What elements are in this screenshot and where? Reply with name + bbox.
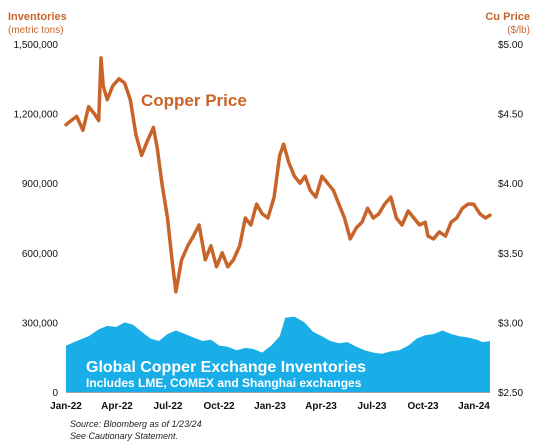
x-tick-label: Jan-24 xyxy=(458,401,490,412)
source-note: Source: Bloomberg as of 1/23/24 xyxy=(70,419,202,429)
left-tick-label: 300,000 xyxy=(22,318,59,329)
left-tick-label: 600,000 xyxy=(22,249,59,260)
inventory-subtitle-label: Includes LME, COMEX and Shanghai exchang… xyxy=(86,376,362,390)
left-axis-subtitle: (metric tons) xyxy=(8,25,64,36)
right-tick-label: $4.00 xyxy=(498,179,523,190)
x-tick-label: Jul-22 xyxy=(154,401,183,412)
left-axis-title: Inventories xyxy=(8,11,67,23)
inventory-area xyxy=(66,316,490,392)
copper-price-label: Copper Price xyxy=(141,91,247,110)
right-tick-label: $4.50 xyxy=(498,110,523,121)
right-tick-label: $2.50 xyxy=(498,388,523,399)
x-tick-label: Oct-23 xyxy=(407,401,439,412)
left-tick-label: 1,500,000 xyxy=(14,40,59,51)
disclaimer-note: See Cautionary Statement. xyxy=(70,431,179,441)
right-axis-subtitle: ($/lb) xyxy=(507,25,530,36)
right-axis-title: Cu Price xyxy=(485,11,530,23)
right-tick-label: $3.00 xyxy=(498,318,523,329)
copper-price-line xyxy=(64,56,492,294)
left-tick-label: 0 xyxy=(52,388,58,399)
x-tick-label: Apr-23 xyxy=(305,401,337,412)
x-tick-label: Oct-22 xyxy=(203,401,235,412)
right-tick-label: $5.00 xyxy=(498,40,523,51)
x-tick-label: Jan-22 xyxy=(50,401,82,412)
x-tick-label: Apr-22 xyxy=(101,401,133,412)
x-tick-label: Jan-23 xyxy=(254,401,286,412)
inventory-title-label: Global Copper Exchange Inventories xyxy=(86,359,366,376)
x-tick-label: Jul-23 xyxy=(358,401,387,412)
right-tick-label: $3.50 xyxy=(498,249,523,260)
left-tick-label: 900,000 xyxy=(22,179,59,190)
left-tick-label: 1,200,000 xyxy=(14,110,59,121)
